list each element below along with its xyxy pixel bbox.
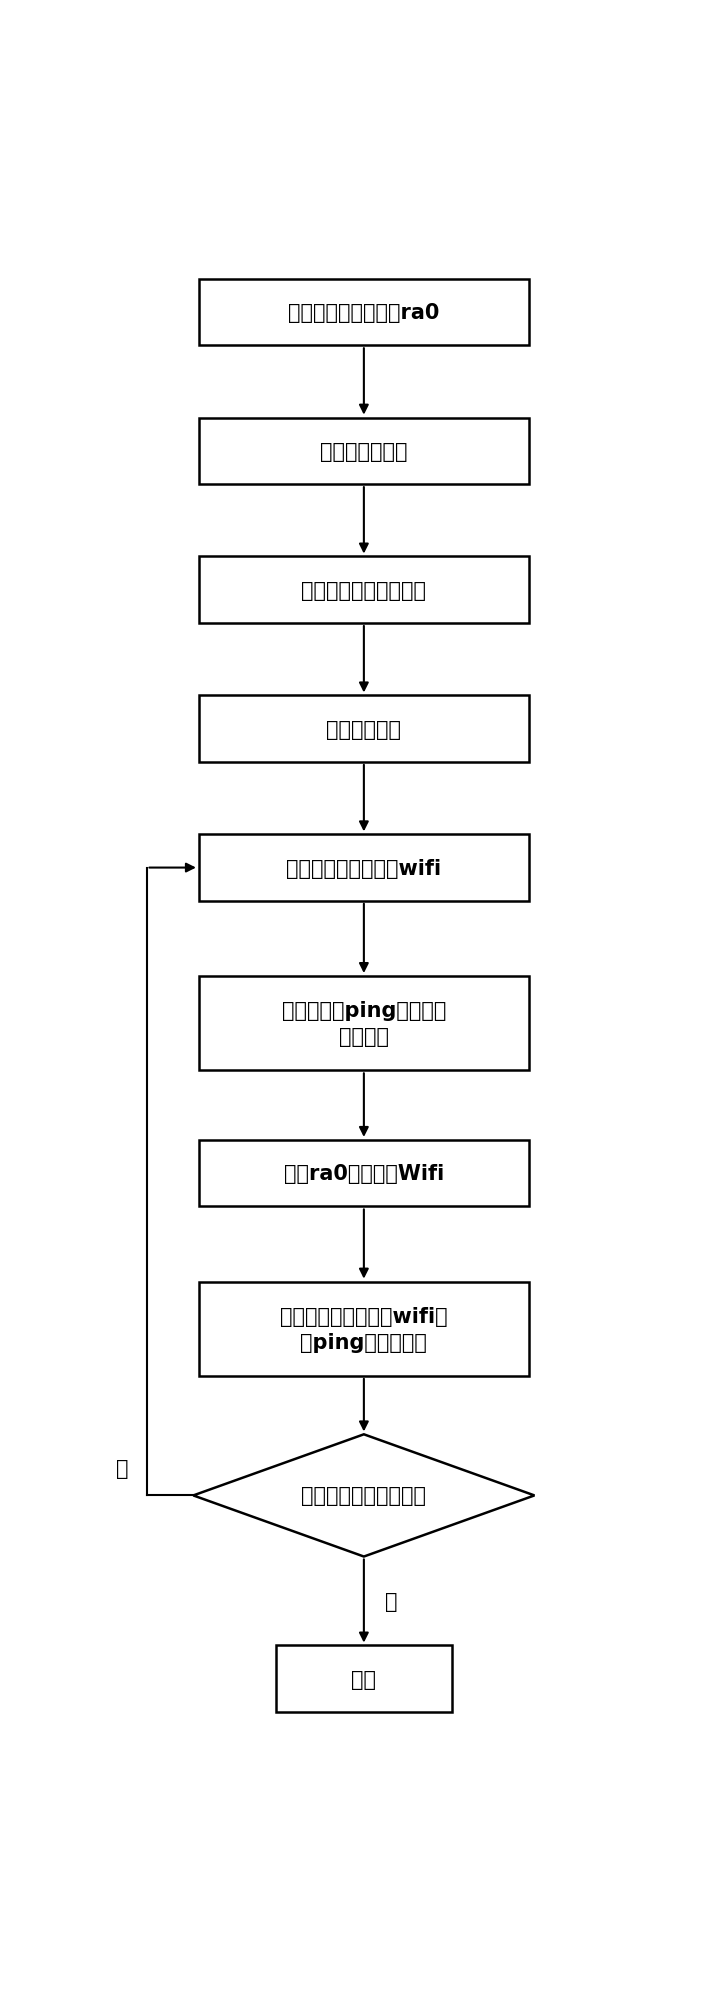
Bar xyxy=(199,419,529,485)
Text: 设置无线网卡静态地址: 设置无线网卡静态地址 xyxy=(301,581,427,599)
Text: 配置上级路由器: 配置上级路由器 xyxy=(320,441,408,461)
Text: 修改无线网卡名称为ra0: 修改无线网卡名称为ra0 xyxy=(288,303,439,323)
Text: 从网卡地址ping到路由器
网关的包: 从网卡地址ping到路由器 网关的包 xyxy=(282,1000,446,1047)
Polygon shape xyxy=(193,1436,535,1556)
Text: 否: 否 xyxy=(116,1458,128,1478)
Text: 连接配置文件对应的wifi: 连接配置文件对应的wifi xyxy=(286,858,442,878)
Text: 断开ra0接口所连Wifi: 断开ra0接口所连Wifi xyxy=(284,1163,444,1183)
Bar xyxy=(199,1281,529,1375)
Bar xyxy=(199,696,529,762)
Bar xyxy=(199,1141,529,1207)
Bar xyxy=(199,834,529,902)
Text: 结束: 结束 xyxy=(351,1668,376,1688)
Bar xyxy=(199,557,529,624)
Bar xyxy=(199,976,529,1071)
Text: 执行次数大于设置次数: 执行次数大于设置次数 xyxy=(301,1486,427,1506)
Bar xyxy=(199,279,529,347)
Bar xyxy=(275,1646,452,1712)
Text: 添加配置文件: 添加配置文件 xyxy=(327,720,401,740)
Text: 记录次数和连接断开wifi以
及ping包过程日志: 记录次数和连接断开wifi以 及ping包过程日志 xyxy=(280,1305,448,1351)
Text: 是: 是 xyxy=(385,1592,398,1612)
